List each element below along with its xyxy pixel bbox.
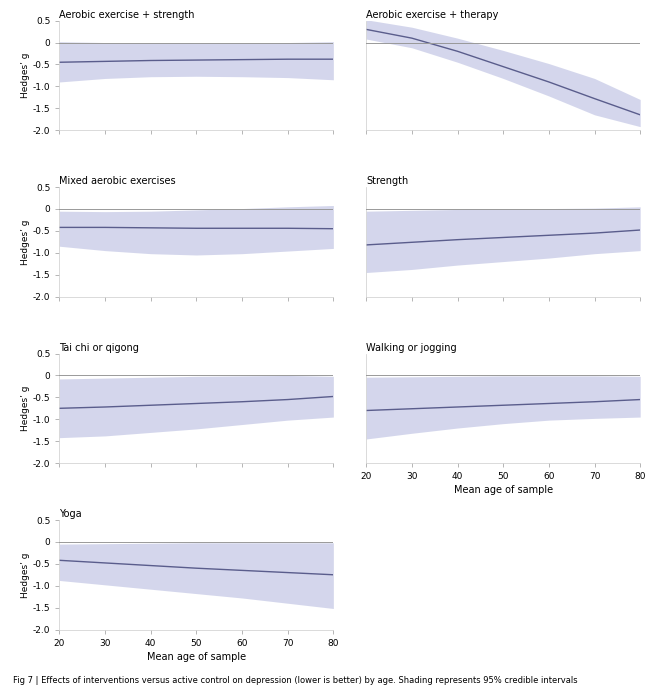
Text: Walking or jogging: Walking or jogging: [366, 343, 457, 353]
Y-axis label: Hedges’ g: Hedges’ g: [21, 219, 30, 265]
Text: Aerobic exercise + therapy: Aerobic exercise + therapy: [366, 10, 498, 20]
X-axis label: Mean age of sample: Mean age of sample: [453, 485, 553, 495]
Text: Strength: Strength: [366, 176, 409, 186]
Text: Tai chi or qigong: Tai chi or qigong: [59, 343, 139, 353]
Text: Aerobic exercise + strength: Aerobic exercise + strength: [59, 10, 195, 20]
Text: Yoga: Yoga: [59, 509, 82, 519]
X-axis label: Mean age of sample: Mean age of sample: [147, 652, 246, 662]
Y-axis label: Hedges’ g: Hedges’ g: [21, 385, 30, 431]
Y-axis label: Hedges’ g: Hedges’ g: [21, 552, 30, 597]
Text: Mixed aerobic exercises: Mixed aerobic exercises: [59, 176, 176, 186]
Y-axis label: Hedges’ g: Hedges’ g: [21, 53, 30, 98]
Text: Fig 7 | Effects of interventions versus active control on depression (lower is b: Fig 7 | Effects of interventions versus …: [13, 676, 578, 685]
